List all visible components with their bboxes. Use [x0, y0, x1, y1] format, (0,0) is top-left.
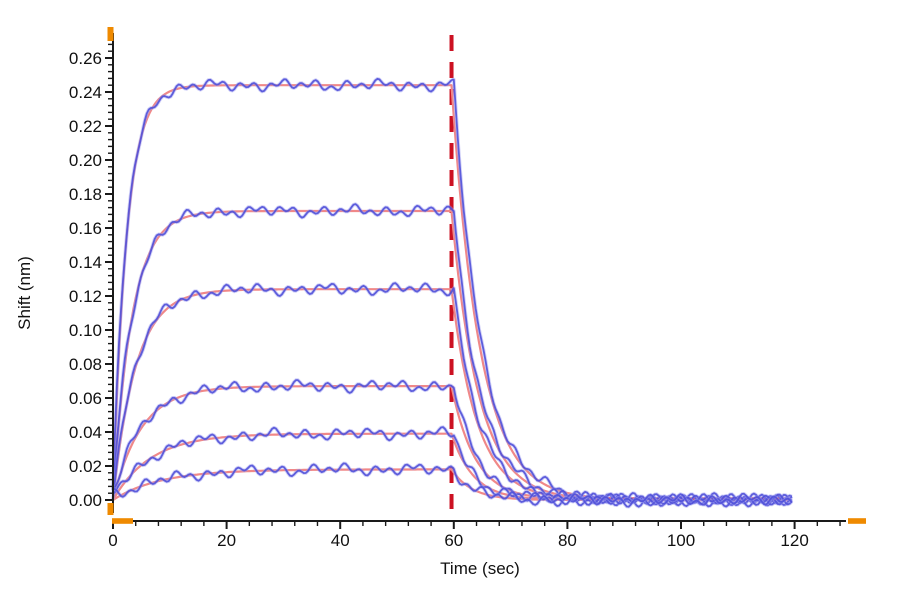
data-curve-trace-6 — [112, 462, 793, 508]
y-tick-label: 0.00 — [69, 491, 102, 510]
y-axis-title: Shift (nm) — [15, 256, 34, 330]
y-tick-label: 0.02 — [69, 457, 102, 476]
y-tick-label: 0.04 — [69, 423, 102, 442]
x-tick-label: 100 — [667, 531, 695, 550]
x-axis-range-handle-right[interactable] — [848, 518, 866, 524]
y-tick-label: 0.26 — [69, 49, 102, 68]
plot-area: 0 20 40 60 80 100 120 0.00 0.02 0.04 0.06 0.08 0.10 0… — [69, 27, 866, 550]
y-tick-label: 0.18 — [69, 185, 102, 204]
data-curve-trace-5 — [112, 426, 793, 508]
x-tick-label: 60 — [444, 531, 463, 550]
y-tick-label: 0.10 — [69, 321, 102, 340]
x-tick-label: 120 — [780, 531, 808, 550]
data-halo-trace-2 — [111, 202, 793, 509]
x-axis-range-handle-left[interactable] — [112, 518, 133, 524]
y-tick-label: 0.08 — [69, 355, 102, 374]
y-tick-label: 0.12 — [69, 287, 102, 306]
data-curve-trace-2 — [112, 203, 793, 508]
y-tick-label: 0.06 — [69, 389, 102, 408]
x-axis-title: Time (sec) — [440, 559, 520, 578]
y-axis-range-handle-bottom[interactable] — [107, 503, 114, 515]
x-tick-label: 40 — [331, 531, 350, 550]
x-tick-label: 20 — [217, 531, 236, 550]
y-tick-label: 0.24 — [69, 83, 102, 102]
y-tick-label: 0.22 — [69, 117, 102, 136]
y-tick-label: 0.14 — [69, 253, 102, 272]
y-tick-label: 0.16 — [69, 219, 102, 238]
x-tick-label: 80 — [558, 531, 577, 550]
y-axis-range-handle-top[interactable] — [107, 27, 114, 41]
y-tick-label: 0.20 — [69, 151, 102, 170]
x-tick-label: 0 — [108, 531, 117, 550]
data-curve-trace-3 — [112, 282, 793, 508]
